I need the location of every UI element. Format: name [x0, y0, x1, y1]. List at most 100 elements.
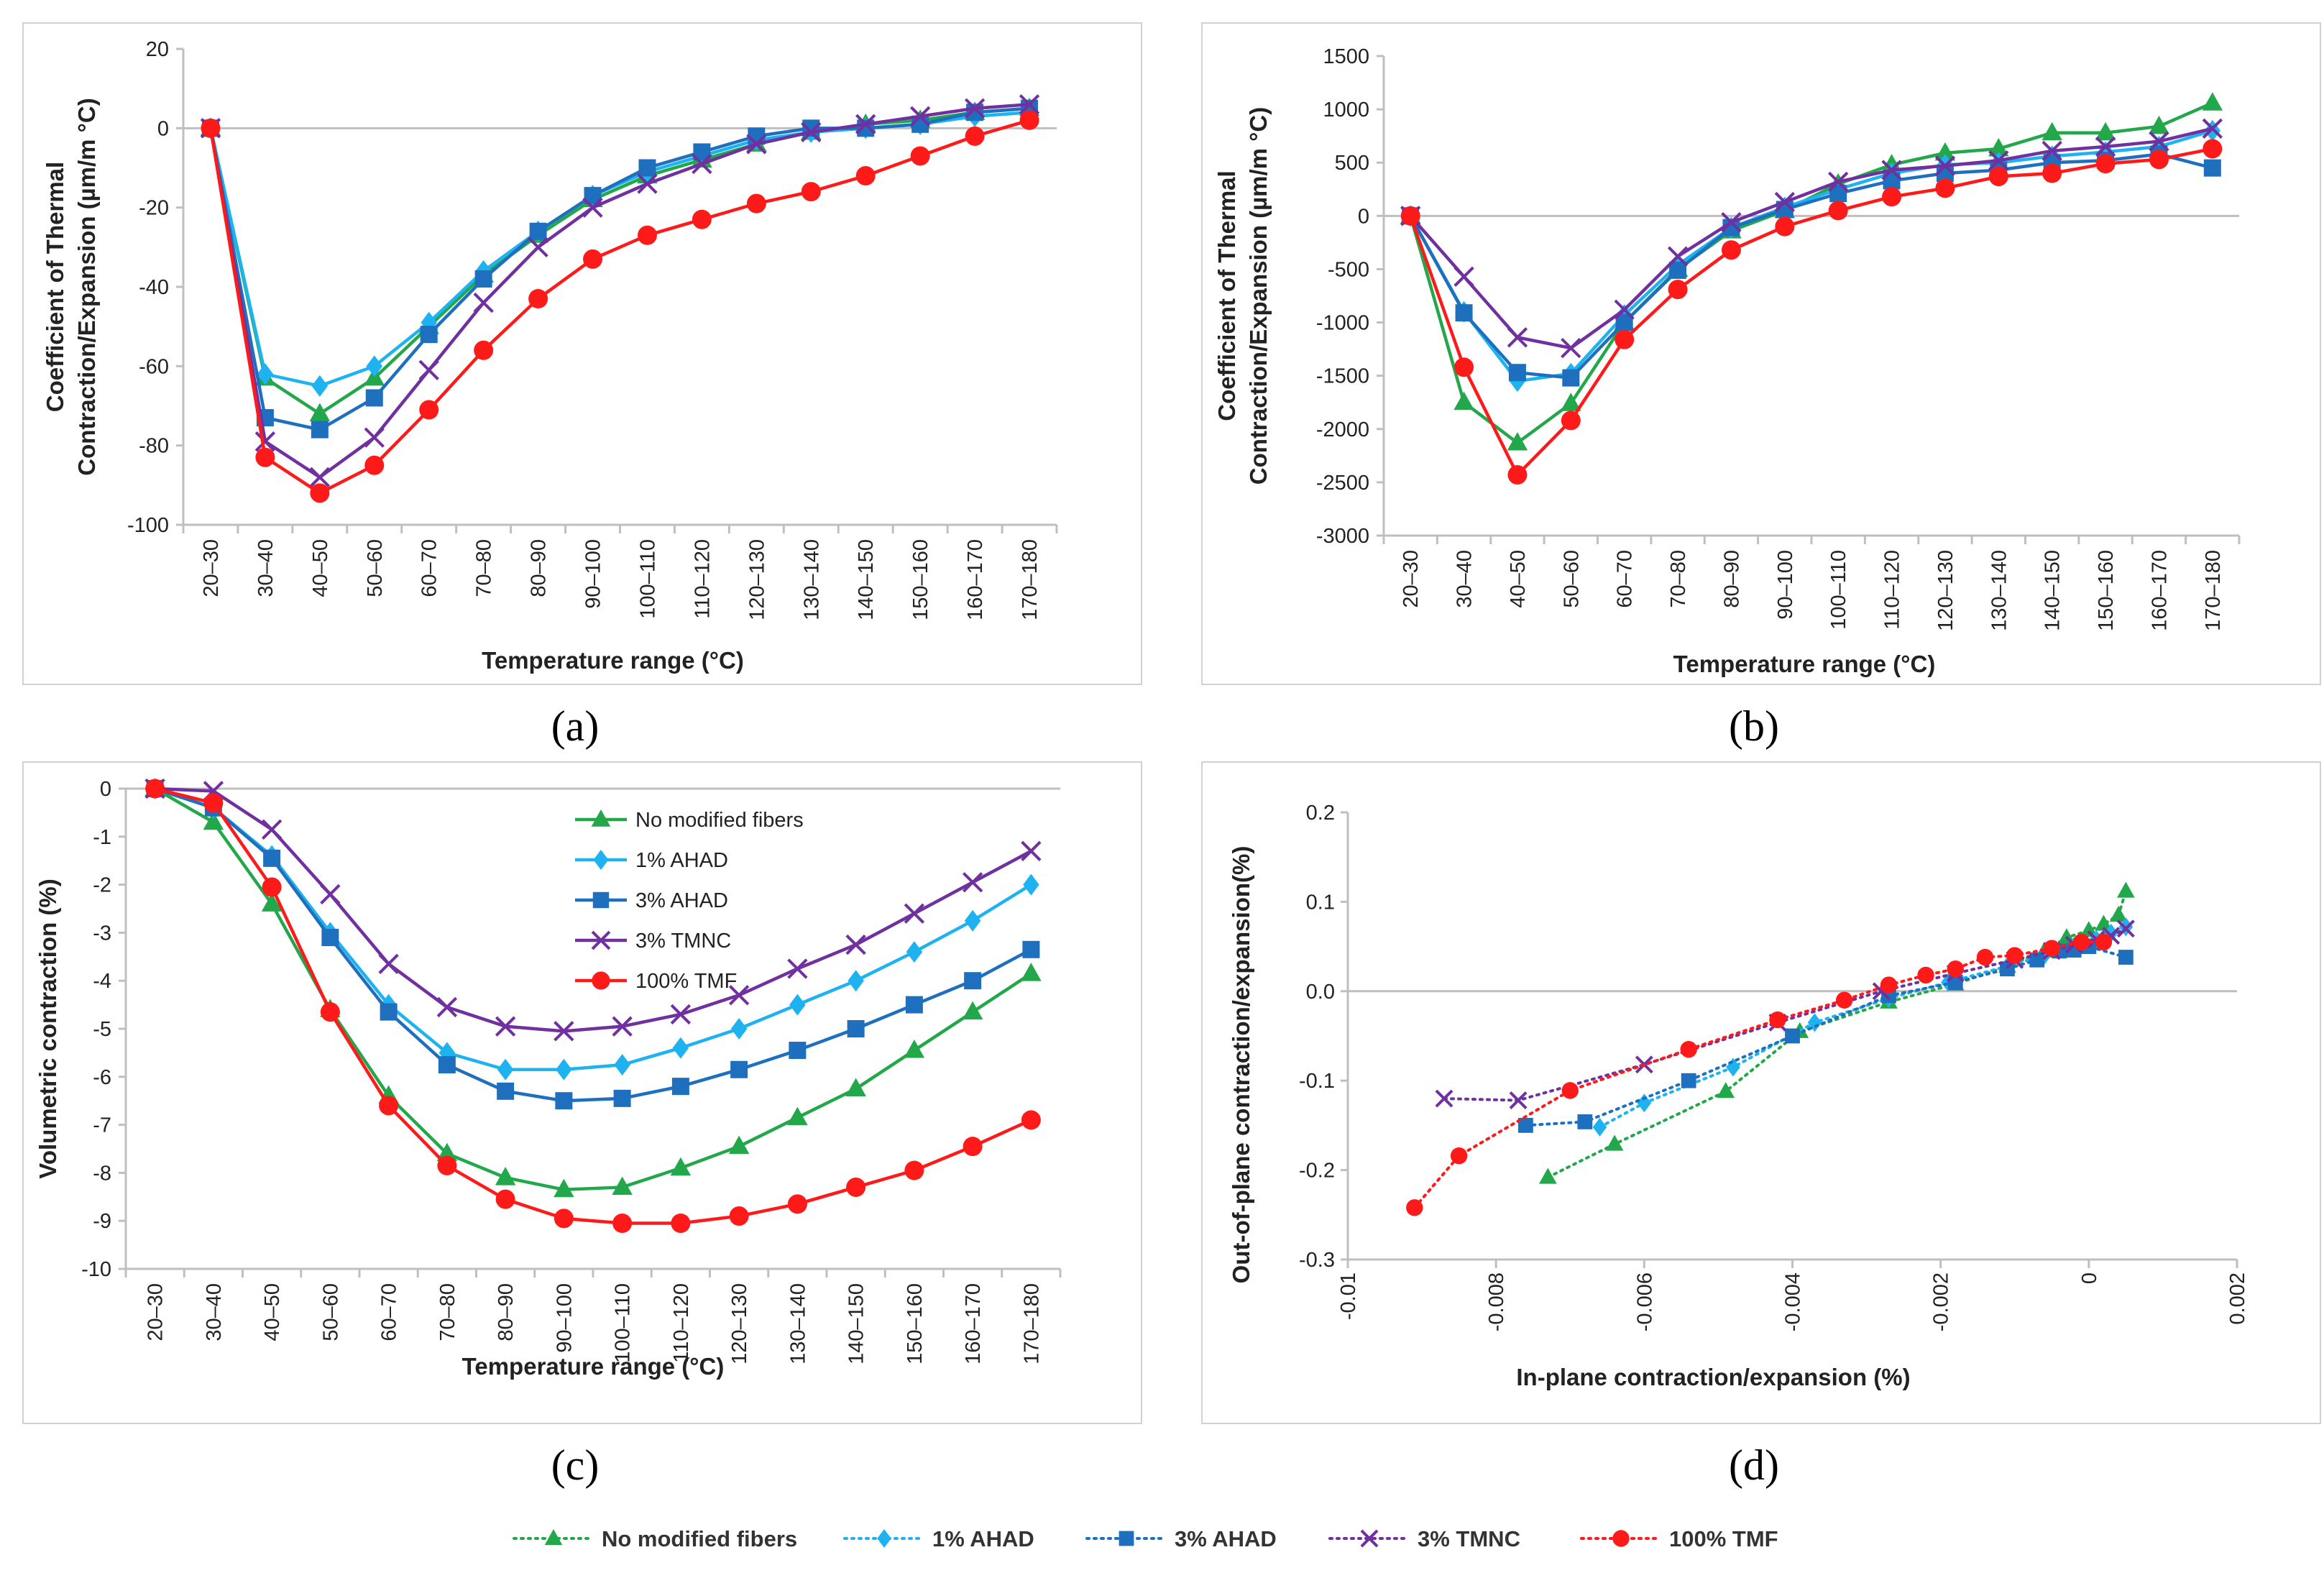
- chart-d-point-100pct-tmf: [1835, 991, 1853, 1009]
- chart-a-point-1pct-ahad: [257, 363, 274, 385]
- chart-c-point-100pct-tmf: [203, 793, 224, 813]
- chart-c-point-100pct-tmf: [904, 1160, 924, 1180]
- chart-b-point-3pct-tmnc: [1881, 160, 1902, 180]
- chart-c-point-3pct-tmnc: [787, 958, 808, 979]
- chart-a-point-100pct-tmf: [255, 447, 275, 467]
- chart-b-point-3pct-ahad: [1669, 261, 1687, 279]
- chart-b-point-100pct-tmf: [1454, 357, 1474, 377]
- chart-c-point-3pct-tmnc: [495, 1016, 516, 1037]
- chart-a-series-3pct-tmnc: [200, 94, 1040, 487]
- chart-a-point-3pct-tmnc: [801, 121, 822, 143]
- chart-c-legend-label-100pct-tmf: 100% TMF: [635, 970, 737, 993]
- chart-b-ytick-label: -500: [1328, 258, 1369, 281]
- chart-a-xtick-label: 100–110: [636, 539, 659, 619]
- chart-c-xtick-label: 160–170: [962, 1283, 985, 1364]
- chart-b-point-100pct-tmf: [2203, 139, 2223, 159]
- chart-c-ytick-label: -5: [93, 1018, 111, 1041]
- panel-label-a: (a): [551, 702, 600, 750]
- chart-b-line-3pct-tmnc: [1409, 127, 2213, 350]
- chart-a-point-3pct-tmnc: [692, 153, 712, 175]
- chart-c-xtick-label: 140–150: [845, 1283, 868, 1364]
- chart-c-point-3pct-ahad: [847, 1020, 865, 1037]
- chart-b-point-3pct-tmnc: [2041, 140, 2062, 162]
- bottom-legend-label-1pct-ahad: 1% AHAD: [932, 1526, 1034, 1551]
- chart-b-point-100pct-tmf: [1668, 280, 1688, 300]
- chart-c-point-no-modified-fibers: [436, 1142, 458, 1162]
- chart-c-point-3pct-tmnc: [1021, 840, 1042, 862]
- chart-c-point-100pct-tmf: [379, 1096, 399, 1116]
- chart-b-ytick-label: -2500: [1316, 472, 1369, 495]
- chart-d-xtick-label: -0.008: [1485, 1272, 1508, 1331]
- chart-a-xtick-label: 90–100: [582, 539, 605, 609]
- chart-b-xtick-label: 70–80: [1667, 550, 1690, 608]
- chart-c-xtick-label: 110–120: [670, 1283, 693, 1363]
- bottom-legend-marker-100pct-tmf: [1612, 1530, 1630, 1547]
- chart-c-legend: No modified fibers 1% AHAD 3% AHAD 3% TMNC 1…: [575, 809, 804, 993]
- chart-a-point-3pct-tmnc: [746, 134, 767, 155]
- bottom-legend-marker-no-modified-fibers: [544, 1529, 563, 1546]
- chart-c-point-1pct-ahad: [906, 941, 923, 963]
- chart-b-xtick-label: 60–70: [1614, 550, 1637, 608]
- chart-b-point-3pct-ahad: [2203, 159, 2221, 177]
- chart-b-point-3pct-ahad: [1508, 364, 1526, 382]
- chart-a-point-3pct-ahad: [420, 326, 438, 344]
- panel-b-frame: [1201, 22, 2321, 685]
- chart-a-xtick-label: 130–140: [800, 539, 823, 620]
- chart-a: 20 0 -20 -40 -60 -80 -100 20–30 30–40 40–50 50–60 6…: [42, 38, 1058, 674]
- chart-b-point-100pct-tmf: [1935, 178, 1955, 198]
- chart-b-xtick-label: 130–140: [1988, 550, 2011, 631]
- chart-b-point-3pct-ahad: [1562, 369, 1580, 387]
- chart-c-legend-label-no-modified-fibers: No modified fibers: [635, 809, 804, 832]
- panel-c-frame: [22, 761, 1142, 1424]
- chart-d-point-100pct-tmf: [1680, 1040, 1697, 1058]
- chart-d-xtick-label: -0.004: [1782, 1272, 1805, 1331]
- bottom-legend-label-no-modified-fibers: No modified fibers: [602, 1526, 797, 1551]
- chart-c-ytick-label: -8: [93, 1162, 111, 1185]
- chart-a-point-3pct-ahad: [966, 104, 984, 121]
- chart-b-point-100pct-tmf: [1400, 206, 1420, 226]
- chart-c-point-1pct-ahad: [556, 1058, 572, 1081]
- chart-c-point-no-modified-fibers: [845, 1078, 866, 1096]
- chart-a-line-3pct-tmnc: [208, 102, 1030, 480]
- chart-a-point-3pct-tmnc: [909, 106, 931, 127]
- chart-b-point-3pct-tmnc: [1774, 191, 1795, 213]
- chart-c-point-100pct-tmf: [437, 1155, 457, 1175]
- chart-d-point-no-modified-fibers: [1717, 1082, 1735, 1098]
- chart-b-point-100pct-tmf: [1828, 201, 1848, 221]
- chart-d-ytick-label: -0.1: [1299, 1070, 1335, 1093]
- chart-c-point-3pct-ahad: [497, 1082, 515, 1100]
- chart-c-point-100pct-tmf: [963, 1137, 983, 1157]
- chart-c-point-no-modified-fibers: [787, 1106, 808, 1126]
- chart-a-xtick-label: 170–180: [1019, 539, 1042, 620]
- chart-d-point-100pct-tmf: [2095, 933, 2113, 951]
- chart-a-point-100pct-tmf: [910, 146, 930, 166]
- chart-d-point-no-modified-fibers: [2080, 921, 2098, 937]
- chart-a-xtick-label: 30–40: [254, 539, 277, 597]
- chart-b-point-3pct-tmnc: [1667, 246, 1689, 267]
- bottom-legend-marker-3pct-tmnc: [1360, 1529, 1379, 1548]
- chart-d-point-100pct-tmf: [1450, 1147, 1468, 1165]
- chart-d-point-3pct-tmnc: [1509, 1091, 1528, 1110]
- chart-b-series-100pct-tmf: [1400, 139, 2223, 485]
- chart-d-point-3pct-ahad: [1785, 1028, 1800, 1044]
- chart-a-point-3pct-tmnc: [254, 431, 276, 452]
- chart-d-point-100pct-tmf: [2043, 940, 2060, 957]
- chart-d-line-1pct-ahad: [1598, 925, 2128, 1129]
- chart-a-point-3pct-tmnc: [309, 467, 331, 487]
- chart-c-point-100pct-tmf: [671, 1214, 691, 1234]
- chart-b-point-3pct-ahad: [1455, 304, 1473, 322]
- chart-c-point-no-modified-fibers: [554, 1178, 574, 1198]
- chart-b-ytick-label: 0: [1358, 205, 1369, 228]
- chart-c-point-3pct-ahad: [730, 1060, 748, 1078]
- chart-a-point-3pct-tmnc: [473, 292, 494, 313]
- chart-d-xtick-label: -0.01: [1337, 1272, 1360, 1320]
- chart-c-point-no-modified-fibers: [904, 1040, 925, 1058]
- chart-b-xtick-label: 30–40: [1453, 550, 1476, 608]
- chart-b-point-no-modified-fibers: [1934, 142, 1956, 161]
- chart-a-point-100pct-tmf: [637, 225, 657, 245]
- chart-b-xtick-label: 150–160: [2095, 550, 2118, 631]
- chart-b-xtick-label: 110–120: [1881, 550, 1904, 630]
- chart-c-xtick-label: 30–40: [203, 1283, 226, 1341]
- chart-a-point-3pct-ahad: [529, 222, 547, 240]
